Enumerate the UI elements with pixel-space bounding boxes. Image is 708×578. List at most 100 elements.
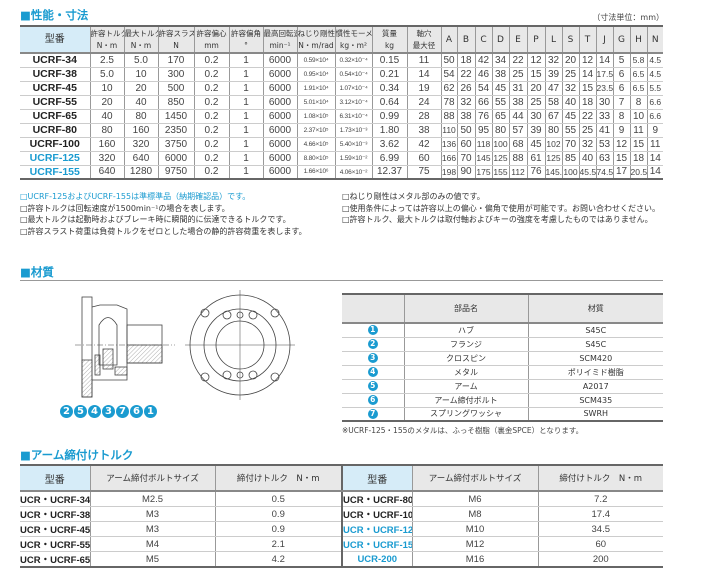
table-row: UCRF-125 320 640 6000 0.2 1 6000 8.80×10⁵ 1.59×1… — [20, 151, 663, 166]
spec-cell: 14 — [578, 67, 596, 82]
part-number-badge: 6 — [367, 395, 378, 405]
part-material: S45C — [527, 323, 663, 338]
spec-cell: 15 — [526, 67, 545, 82]
spec-cell: 42 — [474, 53, 492, 68]
part-name: メタル — [403, 365, 528, 380]
spec-cell: 80 — [123, 109, 158, 124]
spec-cell: 54 — [440, 67, 457, 82]
spec-cell: 12.37 — [371, 165, 407, 180]
col-header: 軸穴 最大径 — [406, 26, 441, 54]
spec-cell: 100 — [561, 165, 579, 180]
spec-cell: 5.01×10⁴ — [296, 95, 335, 110]
col-header: 許容偏角 ° — [228, 26, 263, 54]
spec-cell: 1.08×10⁵ — [296, 109, 335, 124]
col-header: A — [440, 26, 457, 54]
spec-cell: 20 — [123, 81, 158, 96]
spec-cell: 500 — [157, 81, 194, 96]
spec-cell: 38 — [406, 123, 441, 138]
table-row: UCR・UCRF-55 M4 2.1 UCR・UCRF-155 M12 60 — [20, 536, 663, 552]
spec-cell: 0.95×10⁴ — [296, 67, 335, 82]
spec-cell: 18 — [578, 95, 596, 110]
bolt-size: M16 — [411, 551, 538, 568]
spec-cell: 0.15 — [371, 53, 407, 68]
spec-cell: 102 — [544, 137, 562, 152]
torque-value: 7.2 — [537, 491, 663, 507]
spec-cell: 14 — [646, 151, 663, 166]
spec-cell: 6000 — [262, 95, 297, 110]
spec-cell: 0.2 — [193, 81, 229, 96]
part-number-cell: 6 — [342, 393, 404, 408]
note-line: □最大トルクは起動時およびブレーキ時に瞬間的に伝達できるトルクです。 — [20, 215, 291, 224]
table-row: UCRF-100 160 320 3750 0.2 1 6000 4.66×10⁵ 5.40×1… — [20, 137, 663, 152]
model-name: UCR・UCRF-45 — [20, 521, 90, 537]
table-row: UCR・UCRF-45 M3 0.9 UCR・UCRF-125 M10 34.5 — [20, 521, 663, 537]
spec-cell: 166 — [440, 151, 457, 166]
part-number-cell: 7 — [342, 407, 404, 422]
col-header-label: 許容偏心 — [196, 28, 227, 38]
spec-cell: 320 — [89, 151, 124, 166]
torque-value: 17.4 — [537, 506, 663, 522]
spec-cell: 6.5 — [629, 67, 647, 82]
col-header-unit: 最大径 — [412, 40, 436, 50]
spec-cell: 15 — [578, 81, 596, 96]
part-number-cell: 2 — [342, 337, 404, 352]
model-name: UCR・UCRF-55 — [20, 536, 90, 552]
col-header: H — [629, 26, 647, 54]
table-row: 4 メタル ポリイミド樹脂 — [342, 365, 663, 380]
spec-cell: 78 — [440, 95, 457, 110]
note-line: □UCRF-125およびUCRF-155は準標準品（納期確認品）です。 — [20, 192, 251, 201]
spec-cell: 40 — [123, 95, 158, 110]
part-material: SCM435 — [527, 393, 663, 408]
spec-cell: 95 — [474, 123, 492, 138]
spec-cell: 14 — [406, 67, 441, 82]
spec-cell: 1.66×10⁶ — [296, 165, 335, 180]
spec-cell: 5.8 — [629, 53, 647, 68]
spec-cell: 32 — [561, 81, 579, 96]
spec-cell: 19 — [406, 81, 441, 96]
spec-cell: 25 — [561, 67, 579, 82]
model-name: UCRF-155 — [20, 165, 90, 180]
spec-cell: 300 — [157, 67, 194, 82]
table-row: UCR・UCRF-34 M2.5 0.5 UCR・UCRF-80 M6 7.2 — [20, 491, 663, 507]
spec-cell: 60 — [406, 151, 441, 166]
spec-cell: 75 — [406, 165, 441, 180]
col-header-torque: 締付けトルク N・m — [537, 465, 663, 492]
spec-cell: 3.62 — [371, 137, 407, 152]
spec-cell: 9 — [646, 123, 663, 138]
part-number-cell: 3 — [342, 351, 404, 366]
col-header-torque: 締付けトルク N・m — [214, 465, 342, 492]
spec-cell: 5.40×10⁻³ — [334, 137, 372, 152]
spec-cell: 12 — [526, 53, 545, 68]
spec-cell: 15 — [612, 151, 630, 166]
spec-cell: 1 — [228, 137, 263, 152]
spec-cell: 32 — [544, 53, 562, 68]
part-name: スプリングワッシャ — [403, 407, 528, 422]
spec-cell: 1 — [228, 123, 263, 138]
spec-cell: 6000 — [262, 151, 297, 166]
spec-cell: 5.0 — [89, 67, 124, 82]
spec-cell: 18 — [629, 151, 647, 166]
part-name: アーム締付ボルト — [403, 393, 528, 408]
spec-cell: 50 — [440, 53, 457, 68]
col-header: T — [578, 26, 596, 54]
model-name: UCR・UCRF-34 — [20, 491, 90, 507]
part-material: ポリイミド樹脂 — [527, 365, 663, 380]
model-name: UCR・UCRF-65 — [20, 551, 90, 568]
spec-cell: 25 — [578, 123, 596, 138]
spec-cell: 1 — [228, 109, 263, 124]
spec-cell: 57 — [508, 123, 527, 138]
spec-cell: 38 — [491, 67, 509, 82]
spec-cell: 24 — [406, 95, 441, 110]
col-header-label: P — [533, 34, 539, 45]
spec-cell: 55 — [491, 95, 509, 110]
spec-cell: 30 — [595, 95, 613, 110]
spec-cell: 1450 — [157, 109, 194, 124]
spec-cell: 0.99 — [371, 109, 407, 124]
spec-section-title: ■性能・寸法 — [20, 8, 89, 22]
spec-cell: 63 — [595, 151, 613, 166]
table-row: 2 フランジ S45C — [342, 337, 663, 352]
spec-cell: 6.6 — [646, 109, 663, 124]
spec-cell: 110 — [440, 123, 457, 138]
spec-cell: 100 — [491, 137, 509, 152]
spec-cell: 145 — [474, 151, 492, 166]
